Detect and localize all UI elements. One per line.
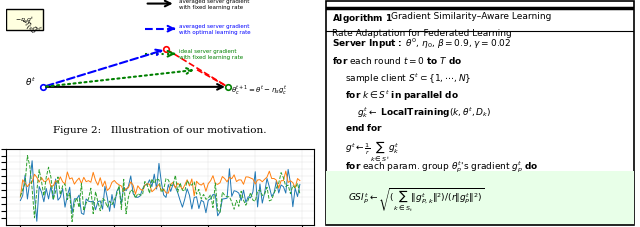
Text: $\theta^t$: $\theta^t$: [25, 75, 36, 88]
Bar: [6, 10, 44, 31]
Text: $g_k^t \leftarrow$ $\mathbf{LocalTraining}$$(k, \theta^t, D_k)$: $g_k^t \leftarrow$ $\mathbf{LocalTrainin…: [357, 105, 492, 119]
Text: $\mathbf{for}$ each param. group $\theta_p^t$'s gradient $g_p^t$ $\mathbf{do}$: $\mathbf{for}$ each param. group $\theta…: [344, 159, 538, 175]
Text: ideal server gradient
with fixed learning rate: ideal server gradient with fixed learnin…: [179, 49, 243, 60]
Text: $GSI_P^t \leftarrow \sqrt{(\sum_{k \in S_t} \|g_{P,k}^t\|^2)/(r\|g_P^t\|^2)}$: $GSI_P^t \leftarrow \sqrt{(\sum_{k \in S…: [348, 186, 484, 212]
Text: $\mathbf{Algorithm\ 1}$: $\mathbf{Algorithm\ 1}$: [332, 12, 393, 25]
Text: $-\eta_s g^t$: $-\eta_s g^t$: [15, 15, 35, 25]
Text: $\mathbf{for}$ $k \in S^t$ $\mathbf{in\ parallel\ do}$: $\mathbf{for}$ $k \in S^t$ $\mathbf{in\ …: [344, 88, 458, 102]
Text: sample client $S^t \subset \{1, \cdots, N\}$: sample client $S^t \subset \{1, \cdots, …: [344, 71, 471, 86]
Text: Figure 2:   Illustration of our motivation.: Figure 2: Illustration of our motivation…: [53, 125, 267, 134]
Text: averaged server gradient
with optimal learning rate: averaged server gradient with optimal le…: [179, 24, 250, 35]
Text: Rate Adaptation for Federated Learning: Rate Adaptation for Federated Learning: [332, 29, 512, 38]
Text: $\mathbf{end\ for}$: $\mathbf{end\ for}$: [344, 121, 383, 132]
Text: $\mathbf{for}$ each round $t = 0$ $\mathbf{to}$ $T$ $\mathbf{do}$: $\mathbf{for}$ each round $t = 0$ $\math…: [332, 54, 463, 66]
Text: averaged server gradient
with fixed learning rate: averaged server gradient with fixed lear…: [179, 0, 249, 10]
Text: $\theta_c^{t+1} = \theta^t - \eta_s g_c^t$: $\theta_c^{t+1} = \theta^t - \eta_s g_c^…: [231, 82, 287, 95]
Bar: [326, 171, 634, 225]
Text: Gradient Similarity–Aware Learning: Gradient Similarity–Aware Learning: [390, 12, 551, 21]
Text: $\mathbf{Server\ Input:}$ $\theta^0$, $\eta_0$, $\beta = 0.9$, $\gamma = 0.02$: $\mathbf{Server\ Input:}$ $\theta^0$, $\…: [332, 37, 511, 51]
Text: $g^t \leftarrow \frac{1}{r} \sum_{k \in S^t} g_k^t$: $g^t \leftarrow \frac{1}{r} \sum_{k \in …: [344, 138, 399, 163]
Text: $-\eta_s g^t$: $-\eta_s g^t$: [15, 13, 44, 38]
